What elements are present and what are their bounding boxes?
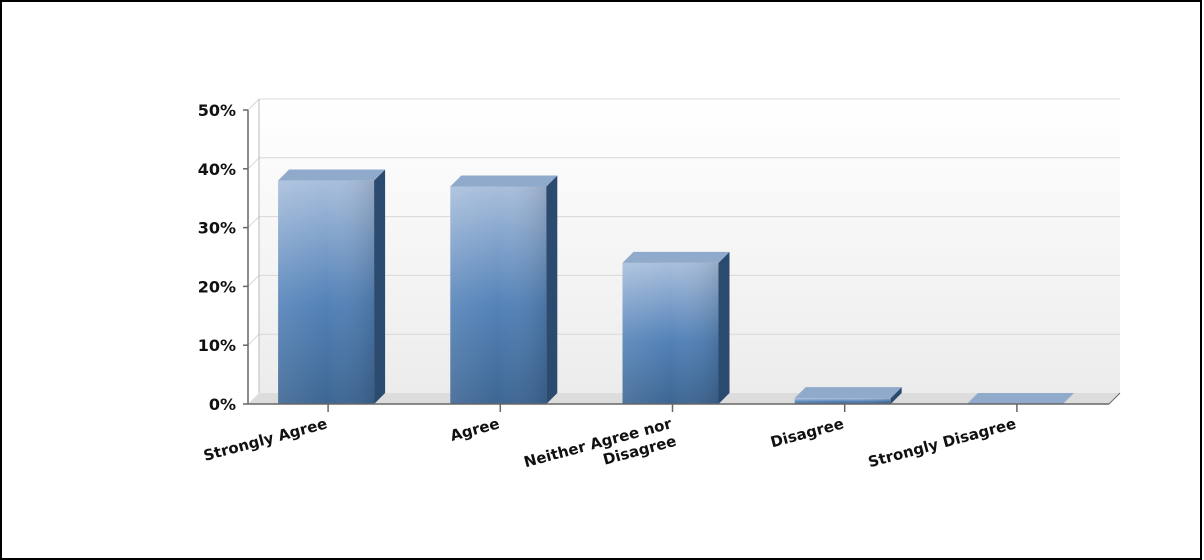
bar-front-shade bbox=[794, 398, 891, 404]
bar-front-shade bbox=[622, 262, 719, 404]
bar-side bbox=[890, 387, 902, 404]
bar-top bbox=[794, 387, 902, 399]
bar-chart: 0% 10% 20% 30% 40% 50% Strongly Agree Agree Nei… bbox=[198, 98, 1121, 488]
x-axis-depth-line bbox=[1108, 392, 1121, 405]
y-axis: 0% 10% 20% 30% 40% 50% bbox=[198, 99, 260, 414]
gridline-depth bbox=[247, 98, 260, 111]
bar-top bbox=[450, 175, 558, 187]
y-tick-label: 40% bbox=[198, 160, 236, 179]
bar-top bbox=[966, 393, 1074, 404]
bars bbox=[278, 169, 1074, 404]
x-axis: Strongly Agree Agree Neither Agree norDisa… bbox=[201, 392, 1121, 488]
x-tick-label: Disagree bbox=[769, 414, 846, 451]
bar-front-shade bbox=[450, 186, 547, 404]
x-tick-label: Agree bbox=[448, 414, 501, 444]
y-tick-label: 10% bbox=[198, 336, 236, 355]
y-tick-label: 30% bbox=[198, 219, 236, 238]
bar bbox=[794, 387, 902, 404]
bar-top bbox=[622, 251, 730, 263]
x-tick-label: Neither Agree norDisagree bbox=[522, 414, 679, 488]
bar-side bbox=[374, 169, 386, 404]
bar-side bbox=[546, 175, 558, 404]
bar bbox=[278, 169, 386, 404]
x-tick-label: Strongly Disagree bbox=[866, 414, 1018, 471]
y-tick-label: 20% bbox=[198, 277, 236, 296]
bar-top bbox=[278, 169, 386, 181]
gridline-depth bbox=[247, 157, 260, 170]
y-tick-label: 50% bbox=[198, 101, 236, 120]
bar-front-shade bbox=[278, 180, 375, 404]
gridline-depth bbox=[247, 333, 260, 346]
y-tick-label: 0% bbox=[209, 395, 236, 414]
gridline-depth bbox=[247, 275, 260, 287]
gridline-depth bbox=[247, 216, 260, 228]
bar bbox=[966, 393, 1074, 404]
x-tick-label: Strongly Agree bbox=[201, 414, 329, 464]
bar bbox=[450, 175, 558, 404]
bar-side bbox=[718, 251, 730, 404]
bar bbox=[622, 251, 730, 404]
